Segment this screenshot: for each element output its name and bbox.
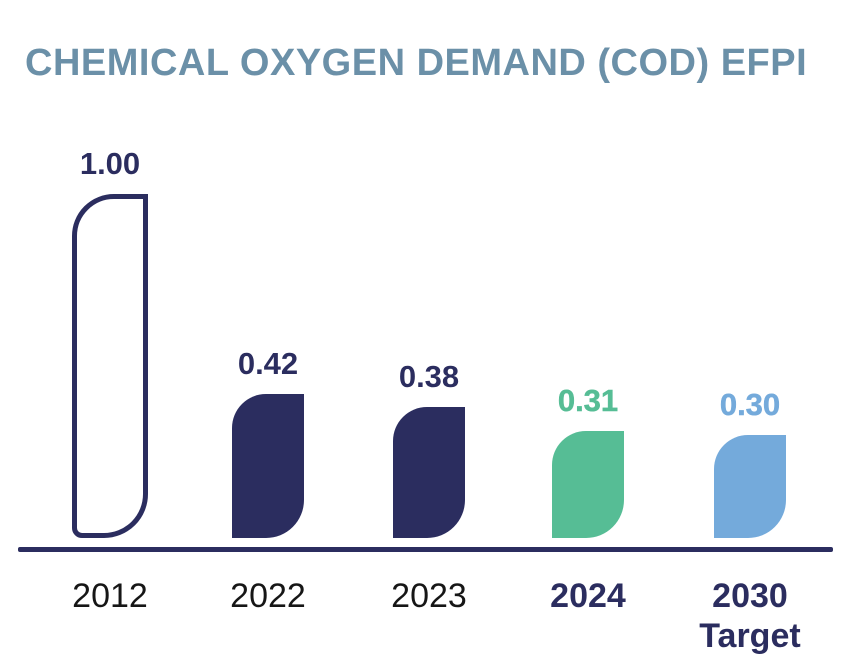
category-label-line: Target bbox=[699, 617, 801, 655]
category-label-2022: 2022 bbox=[183, 576, 353, 616]
category-label-2023: 2023 bbox=[344, 576, 514, 616]
category-label-line: 2022 bbox=[230, 577, 306, 615]
category-label-2024: 2024 bbox=[503, 576, 673, 616]
value-label-2030-target: 0.30 bbox=[719, 387, 781, 423]
value-label-2022: 0.42 bbox=[237, 346, 299, 381]
category-label-2030-target: 2030 Target bbox=[665, 576, 835, 656]
value-label-2023: 0.38 bbox=[398, 359, 460, 394]
category-label-line: 2030 bbox=[712, 577, 788, 615]
category-label-2012: 2012 bbox=[25, 576, 195, 616]
category-label-line: 2012 bbox=[72, 577, 148, 615]
chart-title: CHEMICAL OXYGEN DEMAND (COD) EFPI bbox=[25, 42, 808, 84]
category-label-line: 2023 bbox=[391, 577, 467, 615]
bar-2024 bbox=[552, 431, 624, 538]
bar-2030-target bbox=[714, 435, 786, 538]
bar-2023 bbox=[393, 407, 465, 538]
bar-2022 bbox=[232, 394, 304, 538]
bar-2012 bbox=[72, 194, 148, 538]
x-axis-line bbox=[18, 547, 833, 552]
value-label-2024: 0.31 bbox=[557, 383, 619, 419]
category-label-line: 2024 bbox=[550, 577, 626, 615]
value-label-2012: 1.00 bbox=[79, 146, 141, 181]
